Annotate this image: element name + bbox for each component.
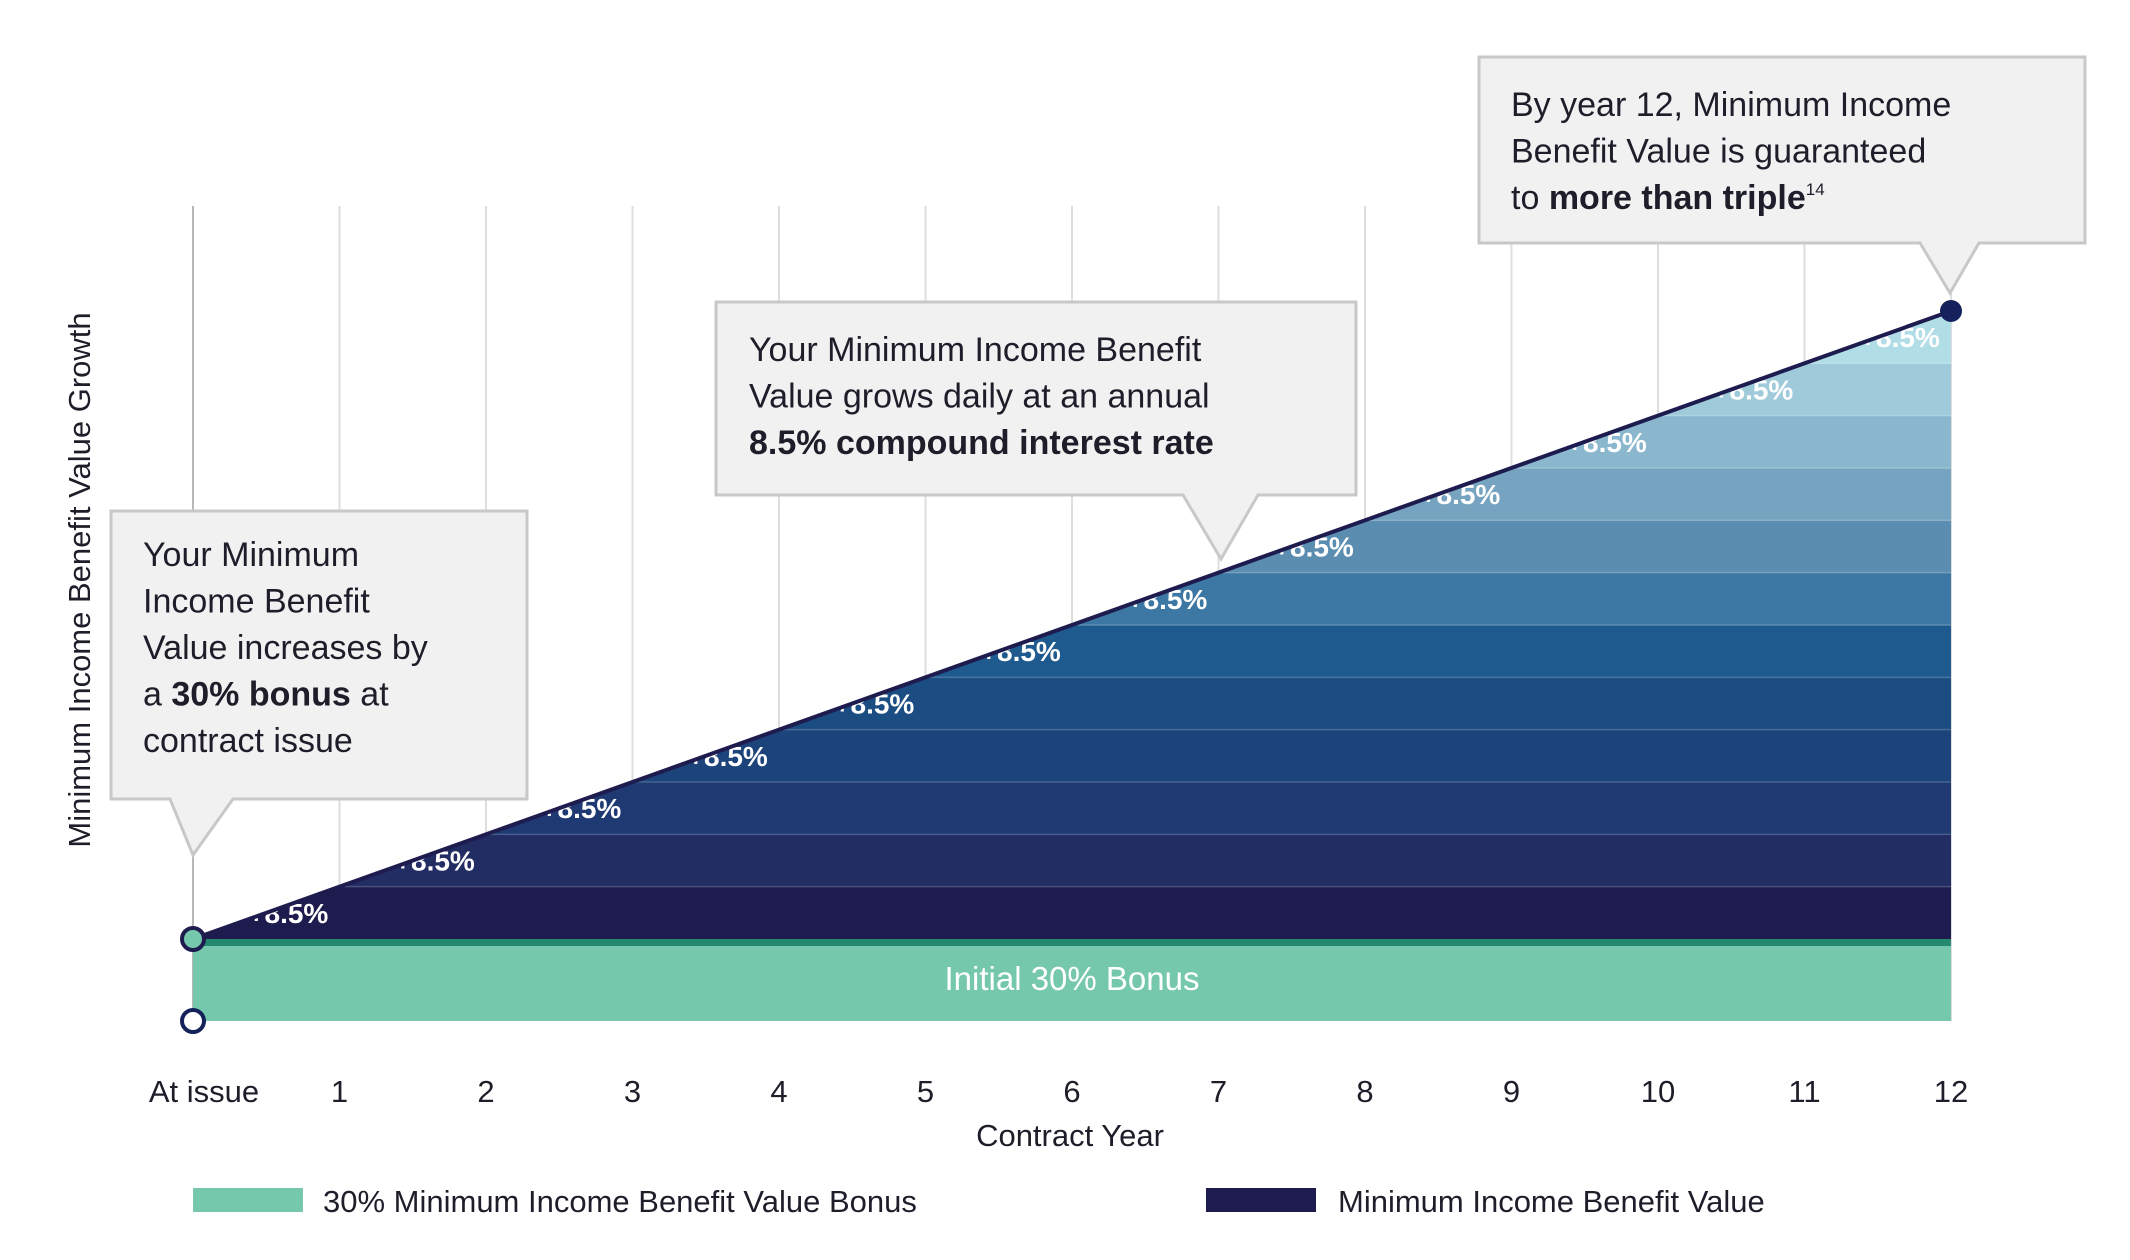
x-tick-label: 12 bbox=[1934, 1074, 1968, 1109]
callout-line: By year 12, Minimum Income bbox=[1511, 86, 1951, 124]
x-tick-label: 7 bbox=[1210, 1074, 1227, 1109]
callout-line: Benefit Value is guaranteed bbox=[1511, 133, 1926, 171]
callout-line: to more than triple14 bbox=[1511, 179, 1825, 217]
x-tick-label: 1 bbox=[331, 1074, 348, 1109]
callout-3: By year 12, Minimum Income Benefit Value … bbox=[1477, 55, 2087, 296]
callout-line: Value increases by bbox=[143, 629, 428, 667]
callout-box bbox=[714, 300, 1358, 562]
bonus-bar bbox=[193, 939, 1951, 1021]
legend: 30% Minimum Income Benefit Value Bonus Mi… bbox=[193, 1184, 1765, 1219]
callout-line: contract issue bbox=[143, 722, 353, 760]
legend-swatch bbox=[193, 1188, 303, 1212]
bonus-area: Initial 30% Bonus bbox=[193, 937, 1951, 1021]
callout-line: a 30% bonus at bbox=[143, 676, 389, 714]
x-axis-title: Contract Year bbox=[976, 1118, 1164, 1153]
bonus-label: Initial 30% Bonus bbox=[945, 960, 1200, 997]
bonus-top-line bbox=[193, 937, 1951, 946]
callout-line: Your Minimum Income Benefit bbox=[749, 331, 1202, 369]
legend-label: Minimum Income Benefit Value bbox=[1338, 1184, 1765, 1219]
x-axis: At issue 1 2 3 4 5 6 7 8 9 10 11 12 bbox=[149, 1074, 1968, 1109]
callout-line: Your Minimum bbox=[143, 536, 359, 574]
legend-item-2: Minimum Income Benefit Value bbox=[1206, 1184, 1765, 1219]
callout-2: Your Minimum Income Benefit Value grows d… bbox=[714, 300, 1358, 562]
x-tick-label: 8 bbox=[1356, 1074, 1373, 1109]
legend-item-1: 30% Minimum Income Benefit Value Bonus bbox=[193, 1184, 917, 1219]
start-marker bbox=[180, 926, 206, 952]
legend-label: 30% Minimum Income Benefit Value Bonus bbox=[323, 1184, 917, 1219]
callout-box bbox=[1477, 55, 2087, 296]
growth-band-1 bbox=[193, 886, 1951, 939]
origin-marker bbox=[180, 1008, 206, 1034]
callout-1: Your Minimum Income Benefit Value increase… bbox=[109, 509, 529, 859]
y-axis-title: Minimum Income Benefit Value Growth bbox=[62, 312, 97, 847]
x-tick-label: 4 bbox=[770, 1074, 787, 1109]
callout-line: Income Benefit bbox=[143, 583, 370, 621]
callout-line: Value grows daily at an annual bbox=[749, 378, 1210, 416]
growth-band-2 bbox=[193, 834, 1951, 888]
x-tick-label: 6 bbox=[1063, 1074, 1080, 1109]
x-tick-label: 10 bbox=[1641, 1074, 1675, 1109]
x-tick-label: 9 bbox=[1503, 1074, 1520, 1109]
callout-box bbox=[109, 509, 529, 859]
x-tick-label: 2 bbox=[477, 1074, 494, 1109]
x-tick-label: 11 bbox=[1788, 1074, 1820, 1109]
end-marker bbox=[1940, 300, 1962, 322]
growth-line bbox=[192, 309, 1952, 941]
x-tick-label: 5 bbox=[917, 1074, 934, 1109]
callout-line: 8.5% compound interest rate bbox=[749, 424, 1214, 462]
x-tick-label: At issue bbox=[149, 1074, 259, 1109]
legend-swatch bbox=[1206, 1188, 1316, 1212]
x-tick-label: 3 bbox=[624, 1074, 641, 1109]
callouts: Your Minimum Income Benefit Value increase… bbox=[109, 55, 2087, 859]
